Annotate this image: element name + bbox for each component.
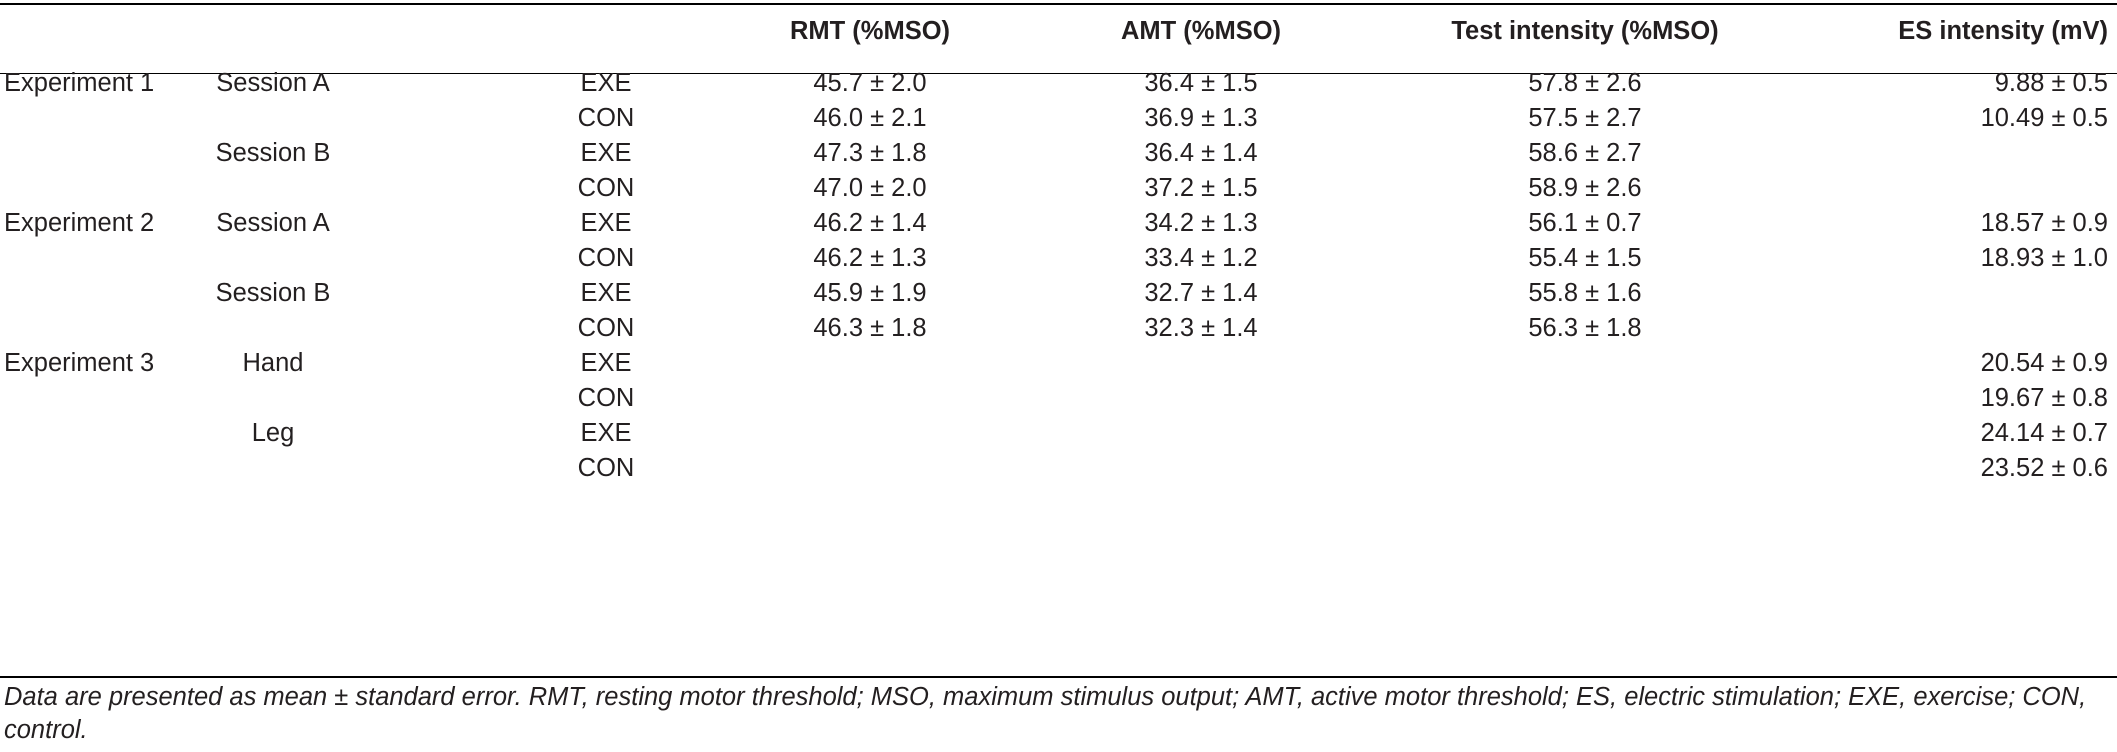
cell-session: Hand <box>242 349 304 377</box>
cell-condition: EXE <box>580 209 632 237</box>
table-row: Experiment 1 Session A EXE 45.7 ± 2.0 36.4 ±… <box>0 60 2117 107</box>
header-test-intensity: Test intensity (%MSO) <box>1451 17 1719 45</box>
cell-session: Session B <box>215 139 331 167</box>
cell-rmt: 46.0 ± 2.1 <box>813 104 927 132</box>
cell-test-intensity: 57.5 ± 2.7 <box>1528 104 1642 132</box>
cell-test-intensity: 58.9 ± 2.6 <box>1528 174 1642 202</box>
table-bottom-rule <box>0 676 2117 678</box>
table-row: CON 46.2 ± 1.3 33.4 ± 1.2 55.4 ± 1.5 18.93 ±… <box>0 235 2117 282</box>
header-rmt: RMT (%MSO) <box>789 17 951 45</box>
cell-condition: CON <box>577 384 635 412</box>
cell-test-intensity: 55.4 ± 1.5 <box>1528 244 1642 272</box>
cell-amt: 33.4 ± 1.2 <box>1144 244 1258 272</box>
cell-condition: EXE <box>580 349 632 377</box>
cell-experiment: Experiment 2 <box>4 209 155 237</box>
cell-rmt: 46.2 ± 1.3 <box>813 244 927 272</box>
cell-condition: EXE <box>580 419 632 447</box>
cell-rmt: 47.3 ± 1.8 <box>813 139 927 167</box>
cell-condition: CON <box>577 104 635 132</box>
cell-rmt: 45.7 ± 2.0 <box>813 69 927 97</box>
table-row: CON 46.3 ± 1.8 32.3 ± 1.4 56.3 ± 1.8 <box>0 305 2117 352</box>
cell-test-intensity: 55.8 ± 1.6 <box>1528 279 1642 307</box>
cell-es-intensity: 10.49 ± 0.5 <box>1980 104 2108 132</box>
cell-es-intensity: 9.88 ± 0.5 <box>1994 69 2108 97</box>
cell-rmt: 46.2 ± 1.4 <box>813 209 927 237</box>
cell-amt: 37.2 ± 1.5 <box>1144 174 1258 202</box>
cell-rmt: 45.9 ± 1.9 <box>813 279 927 307</box>
cell-es-intensity: 18.93 ± 1.0 <box>1980 244 2108 272</box>
cell-test-intensity: 57.8 ± 2.6 <box>1528 69 1642 97</box>
cell-es-intensity: 24.14 ± 0.7 <box>1980 419 2108 447</box>
cell-es-intensity: 18.57 ± 0.9 <box>1980 209 2108 237</box>
cell-session: Session A <box>216 209 330 237</box>
table-row: CON 47.0 ± 2.0 37.2 ± 1.5 58.9 ± 2.6 <box>0 165 2117 212</box>
cell-amt: 34.2 ± 1.3 <box>1144 209 1258 237</box>
cell-amt: 32.7 ± 1.4 <box>1144 279 1258 307</box>
table-row: CON 23.52 ± 0.6 <box>0 445 2117 492</box>
cell-session: Session B <box>215 279 331 307</box>
cell-test-intensity: 56.1 ± 0.7 <box>1528 209 1642 237</box>
cell-experiment: Experiment 3 <box>4 349 155 377</box>
cell-condition: CON <box>577 314 635 342</box>
cell-condition: CON <box>577 454 635 482</box>
cell-condition: CON <box>577 244 635 272</box>
table-row: Leg EXE 24.14 ± 0.7 <box>0 410 2117 457</box>
table-row: CON 46.0 ± 2.1 36.9 ± 1.3 57.5 ± 2.7 10.49 ±… <box>0 95 2117 142</box>
cell-rmt: 47.0 ± 2.0 <box>813 174 927 202</box>
cell-amt: 32.3 ± 1.4 <box>1144 314 1258 342</box>
table-top-rule <box>0 3 2117 5</box>
header-es-intensity: ES intensity (mV) <box>1898 17 2108 45</box>
cell-experiment: Experiment 1 <box>4 69 155 97</box>
cell-session: Session A <box>216 69 330 97</box>
cell-condition: EXE <box>580 69 632 97</box>
cell-test-intensity: 56.3 ± 1.8 <box>1528 314 1642 342</box>
cell-es-intensity: 23.52 ± 0.6 <box>1980 454 2108 482</box>
table-row: Session B EXE 45.9 ± 1.9 32.7 ± 1.4 55.8 ± 1… <box>0 270 2117 317</box>
cell-test-intensity: 58.6 ± 2.7 <box>1528 139 1642 167</box>
table-row: Session B EXE 47.3 ± 1.8 36.4 ± 1.4 58.6 ± 2… <box>0 130 2117 177</box>
table-row: Experiment 3 Hand EXE 20.54 ± 0.9 <box>0 340 2117 387</box>
table-row: CON 19.67 ± 0.8 <box>0 375 2117 422</box>
cell-condition: EXE <box>580 279 632 307</box>
cell-es-intensity: 19.67 ± 0.8 <box>1980 384 2108 412</box>
header-amt: AMT (%MSO) <box>1120 17 1282 45</box>
cell-es-intensity: 20.54 ± 0.9 <box>1980 349 2108 377</box>
table-row: Experiment 2 Session A EXE 46.2 ± 1.4 34.2 ±… <box>0 200 2117 247</box>
cell-session: Leg <box>251 419 295 447</box>
cell-condition: CON <box>577 174 635 202</box>
table-header-row: RMT (%MSO) AMT (%MSO) Test intensity (%M… <box>0 8 2117 55</box>
table-header-rule <box>0 73 2117 75</box>
cell-amt: 36.9 ± 1.3 <box>1144 104 1258 132</box>
cell-condition: EXE <box>580 139 632 167</box>
table-footnote: Data are presented as mean ± standard er… <box>4 683 2087 744</box>
cell-rmt: 46.3 ± 1.8 <box>813 314 927 342</box>
cell-amt: 36.4 ± 1.5 <box>1144 69 1258 97</box>
cell-amt: 36.4 ± 1.4 <box>1144 139 1258 167</box>
